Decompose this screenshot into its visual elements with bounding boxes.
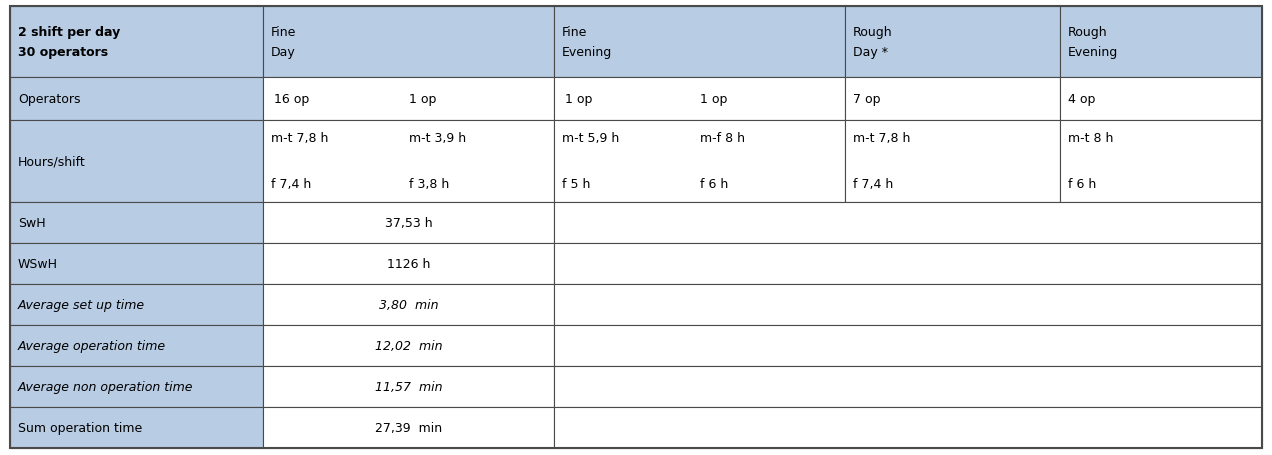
Text: 1126 h: 1126 h	[387, 258, 430, 270]
Bar	[10, 121, 263, 202]
Text: Fine: Fine	[562, 25, 588, 39]
Text: Rough: Rough	[1067, 25, 1108, 39]
Text: 30 operators: 30 operators	[18, 46, 108, 59]
Text: m-t 7,8 h: m-t 7,8 h	[271, 132, 328, 145]
Bar	[263, 366, 555, 407]
Text: Fine: Fine	[271, 25, 296, 39]
Bar	[10, 325, 263, 366]
Bar	[263, 121, 555, 202]
Text: f 6 h: f 6 h	[700, 178, 728, 191]
Bar	[263, 77, 555, 121]
Bar	[10, 407, 263, 448]
Text: m-t 3,9 h: m-t 3,9 h	[408, 132, 466, 145]
Bar	[263, 325, 555, 366]
Bar	[10, 284, 263, 325]
Text: Evening: Evening	[562, 46, 612, 59]
Text: 16 op: 16 op	[273, 92, 309, 106]
Text: m-t 7,8 h: m-t 7,8 h	[854, 132, 911, 145]
Text: Hours/shift: Hours/shift	[18, 155, 85, 168]
Bar	[1060, 121, 1262, 202]
Bar	[555, 407, 1262, 448]
Text: 2 shift per day: 2 shift per day	[18, 25, 120, 39]
Text: WSwH: WSwH	[18, 258, 57, 270]
Text: m-t 8 h: m-t 8 h	[1067, 132, 1113, 145]
Text: Average set up time: Average set up time	[18, 298, 145, 311]
Bar	[263, 284, 555, 325]
Text: SwH: SwH	[18, 217, 46, 229]
Bar	[263, 202, 555, 243]
Text: 11,57  min: 11,57 min	[375, 380, 443, 393]
Text: Average operation time: Average operation time	[18, 339, 165, 352]
Text: f 7,4 h: f 7,4 h	[854, 178, 893, 191]
Bar	[555, 243, 1262, 284]
Bar	[10, 202, 263, 243]
Text: Sum operation time: Sum operation time	[18, 421, 142, 434]
Text: 4 op: 4 op	[1067, 92, 1095, 106]
Bar	[555, 77, 846, 121]
Bar	[10, 7, 263, 77]
Bar	[555, 121, 846, 202]
Text: Day *: Day *	[854, 46, 888, 59]
Text: 1 op: 1 op	[700, 92, 728, 106]
Text: 3,80  min: 3,80 min	[379, 298, 439, 311]
Bar	[263, 407, 555, 448]
Text: f 5 h: f 5 h	[562, 178, 590, 191]
Bar	[555, 202, 1262, 243]
Bar	[10, 77, 263, 121]
Text: f 7,4 h: f 7,4 h	[271, 178, 310, 191]
Text: 12,02  min: 12,02 min	[375, 339, 443, 352]
Bar	[555, 7, 846, 77]
Text: Day: Day	[271, 46, 295, 59]
Bar	[555, 284, 1262, 325]
Text: Average non operation time: Average non operation time	[18, 380, 193, 393]
Bar	[1060, 7, 1262, 77]
Bar	[1060, 77, 1262, 121]
Text: 1 op: 1 op	[565, 92, 593, 106]
Bar	[846, 121, 1060, 202]
Text: 7 op: 7 op	[854, 92, 880, 106]
Bar	[263, 243, 555, 284]
Text: m-f 8 h: m-f 8 h	[700, 132, 745, 145]
Bar	[263, 7, 555, 77]
Text: f 3,8 h: f 3,8 h	[408, 178, 449, 191]
Bar	[10, 366, 263, 407]
Text: Rough: Rough	[854, 25, 893, 39]
Text: Operators: Operators	[18, 92, 80, 106]
Text: 1 op: 1 op	[408, 92, 436, 106]
Text: f 6 h: f 6 h	[1067, 178, 1096, 191]
Bar	[10, 243, 263, 284]
Bar	[555, 325, 1262, 366]
Text: m-t 5,9 h: m-t 5,9 h	[562, 132, 619, 145]
Bar	[555, 366, 1262, 407]
Text: Evening: Evening	[1067, 46, 1118, 59]
Bar	[846, 77, 1060, 121]
Bar	[846, 7, 1060, 77]
Text: 37,53 h: 37,53 h	[385, 217, 432, 229]
Text: 27,39  min: 27,39 min	[375, 421, 443, 434]
